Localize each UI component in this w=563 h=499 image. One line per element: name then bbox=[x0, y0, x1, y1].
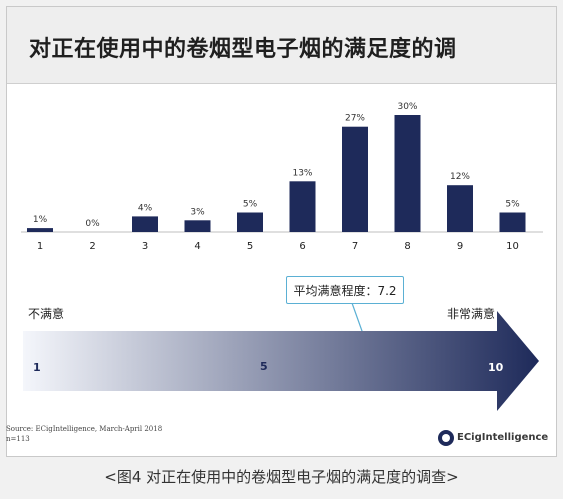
bar-8 bbox=[394, 115, 421, 232]
value-label-6: 13% bbox=[292, 168, 312, 178]
figure-frame: 对正在使用中的卷烟型电子烟的满足度的调 1% 1 0% 2 4% 3 3% 4 5% 5 13% 6 2… bbox=[6, 6, 557, 457]
scale-right-label: 非常满意 bbox=[447, 307, 496, 321]
x-tick-5: 5 bbox=[247, 241, 253, 252]
ecig-logo-text: ECigIntelligence bbox=[457, 432, 549, 443]
bar-6 bbox=[289, 181, 316, 232]
bar-5 bbox=[237, 212, 263, 232]
bar-7 bbox=[342, 126, 368, 232]
bar-9 bbox=[447, 185, 473, 232]
figure-caption: <图4 对正在使用中的卷烟型电子烟的满足度的调查> bbox=[104, 468, 459, 486]
scale-point-10: 10 bbox=[488, 361, 504, 374]
value-label-9: 12% bbox=[450, 172, 470, 182]
title-bar: 对正在使用中的卷烟型电子烟的满足度的调 bbox=[7, 7, 556, 84]
x-tick-6: 6 bbox=[299, 241, 305, 252]
bar-4 bbox=[184, 220, 211, 232]
value-label-7: 27% bbox=[345, 114, 365, 124]
sample-size: n=113 bbox=[6, 435, 30, 443]
scale-left-label: 不满意 bbox=[28, 307, 65, 321]
value-label-10: 5% bbox=[505, 200, 520, 210]
value-label-5: 5% bbox=[243, 200, 258, 210]
x-tick-7: 7 bbox=[352, 241, 358, 252]
x-tick-8: 8 bbox=[404, 241, 410, 252]
chart-title: 对正在使用中的卷烟型电子烟的满足度的调 bbox=[29, 37, 457, 62]
x-tick-10: 10 bbox=[506, 241, 519, 252]
x-tick-9: 9 bbox=[457, 241, 463, 252]
source-line: Source: ECigIntelligence, March-April 20… bbox=[6, 425, 163, 433]
bar-10 bbox=[499, 212, 526, 232]
bar-chart: 1% 1 0% 2 4% 3 3% 4 5% 5 13% 6 27% 7 30% 8 12% 9 5% 10 bbox=[21, 102, 543, 411]
x-tick-2: 2 bbox=[89, 241, 95, 252]
satisfaction-scale-arrow bbox=[23, 311, 539, 411]
source-note: Source: ECigIntelligence, March-April 20… bbox=[6, 424, 162, 444]
bar-3 bbox=[132, 216, 158, 232]
value-label-8: 30% bbox=[397, 102, 417, 112]
average-satisfaction-box: 平均满意程度：7.2 bbox=[286, 276, 404, 304]
x-tick-4: 4 bbox=[194, 241, 200, 252]
x-tick-3: 3 bbox=[142, 241, 148, 252]
scale-point-1: 1 bbox=[33, 361, 41, 374]
value-label-1: 1% bbox=[33, 215, 48, 225]
scale-point-5: 5 bbox=[260, 360, 268, 373]
value-label-4: 3% bbox=[190, 207, 205, 217]
value-label-3: 4% bbox=[138, 203, 153, 213]
bar-1 bbox=[27, 228, 53, 232]
value-label-2: 0% bbox=[85, 219, 100, 229]
x-tick-1: 1 bbox=[37, 241, 43, 252]
ecig-logo-icon bbox=[438, 430, 454, 446]
